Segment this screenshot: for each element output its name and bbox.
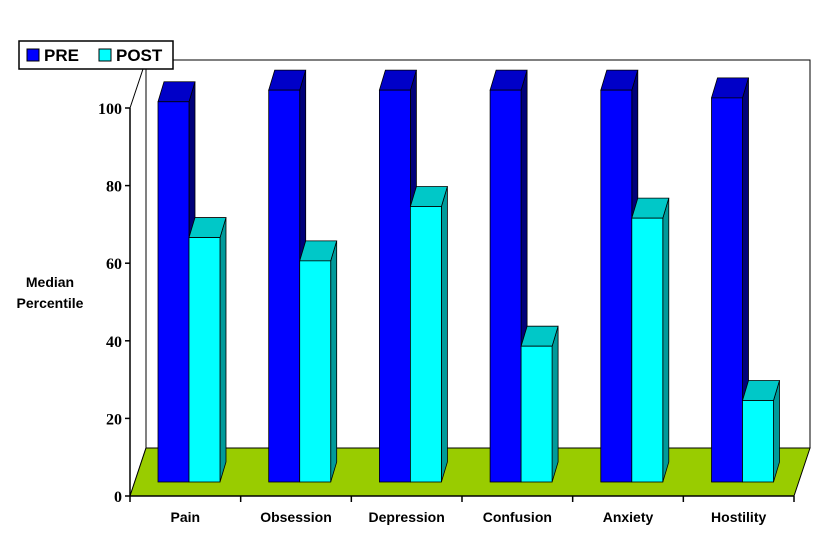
bar-top bbox=[188, 217, 227, 238]
bar-front bbox=[409, 206, 442, 483]
bar-top bbox=[631, 197, 670, 219]
x-tick-label: Confusion bbox=[483, 509, 552, 525]
bar-front bbox=[711, 97, 743, 483]
x-tick-label: Hostility bbox=[711, 509, 766, 525]
bar-front bbox=[157, 101, 190, 483]
bar-top bbox=[520, 325, 559, 347]
bar-front bbox=[299, 260, 332, 483]
bar-side bbox=[440, 186, 448, 483]
bar-side bbox=[330, 240, 338, 483]
bar-side bbox=[662, 198, 670, 483]
x-tick-label: Obsession bbox=[260, 509, 332, 525]
bar-front bbox=[378, 89, 411, 483]
bar-post-hostility bbox=[741, 380, 781, 483]
legend-swatch-pre bbox=[26, 48, 40, 62]
bar-front bbox=[520, 345, 553, 483]
bar-post-anxiety bbox=[631, 197, 670, 483]
bar-front bbox=[600, 89, 633, 483]
bar-top bbox=[299, 240, 338, 262]
bar-top bbox=[710, 77, 750, 99]
x-tick-label: Depression bbox=[369, 509, 445, 525]
bar-front bbox=[188, 237, 221, 483]
y-tick-label: 100 bbox=[98, 101, 122, 118]
y-tick-label: 80 bbox=[106, 179, 122, 196]
legend: PRE POST bbox=[18, 40, 174, 70]
y-axis-title-line-1: Median bbox=[26, 274, 74, 290]
legend-label-post: POST bbox=[116, 46, 163, 65]
bar-post-confusion bbox=[520, 325, 559, 483]
y-tick-label: 20 bbox=[106, 411, 122, 428]
bar-top bbox=[600, 69, 639, 91]
x-tick-label: Anxiety bbox=[603, 509, 654, 525]
y-tick-label: 60 bbox=[106, 256, 122, 273]
y-tick-label: 40 bbox=[106, 334, 122, 351]
bar-pre-confusion bbox=[489, 69, 528, 483]
legend-label-pre: PRE bbox=[44, 46, 79, 65]
bar-top bbox=[268, 69, 307, 91]
bar-top bbox=[378, 69, 417, 91]
legend-swatch-post bbox=[98, 48, 112, 62]
bar-post-depression bbox=[409, 186, 448, 483]
bar-front bbox=[268, 89, 301, 483]
bar-front bbox=[742, 400, 774, 483]
bar-side bbox=[551, 326, 559, 483]
bar-post-pain bbox=[188, 217, 227, 483]
bar-top bbox=[157, 81, 196, 103]
bar-post-obsession bbox=[299, 240, 338, 483]
bar-front bbox=[489, 89, 522, 483]
chart-floor-plane bbox=[129, 447, 811, 497]
bar-pre-hostility bbox=[710, 77, 750, 483]
chart-axes: 0 20 40 60 80 100 Pain Obsession Depression Confu… bbox=[98, 101, 795, 525]
left-wall bbox=[129, 59, 147, 497]
x-tick-label: Pain bbox=[171, 509, 201, 525]
bar-front bbox=[631, 217, 664, 483]
bar-top bbox=[489, 69, 528, 91]
y-axis-title-line-2: Percentile bbox=[17, 295, 84, 311]
bar-top bbox=[409, 186, 448, 207]
chart-walls bbox=[129, 59, 811, 497]
chart-bars bbox=[157, 69, 781, 483]
bar-side bbox=[219, 217, 227, 483]
y-tick-label: 0 bbox=[114, 489, 122, 506]
bar-top bbox=[741, 380, 781, 401]
chart-floor bbox=[129, 447, 811, 497]
back-wall bbox=[145, 59, 811, 449]
legend-box bbox=[18, 40, 174, 70]
